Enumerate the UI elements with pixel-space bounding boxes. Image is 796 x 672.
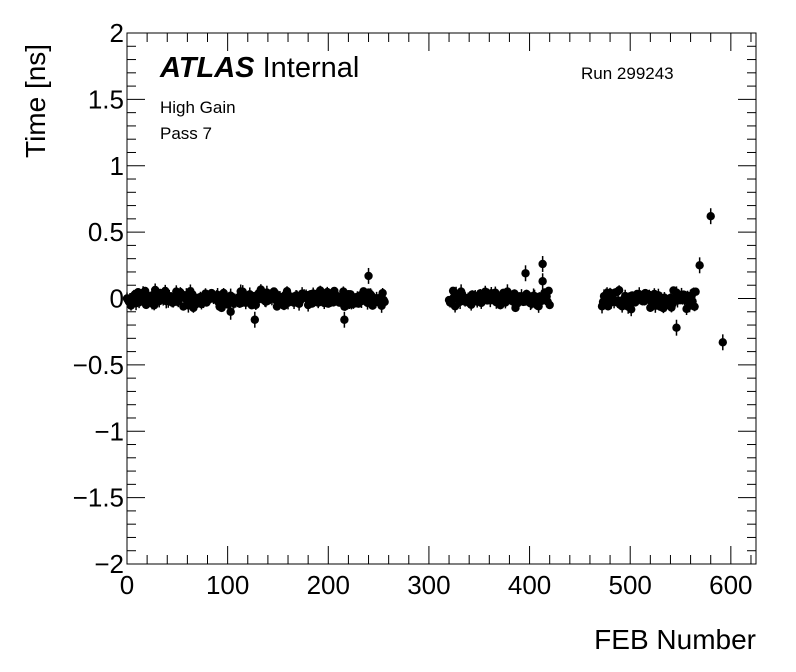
annotation-pass: Pass 7 — [160, 124, 212, 143]
data-point — [545, 300, 554, 310]
data-point — [380, 297, 389, 307]
atlas-label: ATLAS — [160, 52, 255, 84]
x-axis-label: FEB Number — [594, 624, 756, 655]
data-point — [364, 271, 373, 281]
y-tick-label: 2 — [110, 18, 124, 48]
x-tick-label: 300 — [407, 570, 450, 600]
data-point — [340, 315, 349, 324]
run-label: Run 299243 — [581, 64, 674, 83]
data-point — [672, 323, 681, 332]
y-tick-label: −1.5 — [73, 483, 124, 513]
y-axis-label: Time [ns] — [20, 43, 51, 158]
data-point — [538, 259, 547, 269]
x-tick-label: 200 — [307, 570, 350, 600]
data-point — [521, 269, 530, 278]
tick-labels: −2 −1.5 −1 −0.5 0 0.5 1 1.5 2 0 100 200 300 400 500 600 — [73, 18, 753, 600]
x-tick-label: 400 — [508, 570, 551, 600]
data-point — [695, 261, 704, 270]
y-tick-label: 1.5 — [88, 84, 124, 114]
data-point — [627, 305, 636, 314]
x-tick-label: 500 — [609, 570, 652, 600]
experiment-label: ATLAS Internal — [160, 52, 359, 85]
data-point — [378, 288, 387, 298]
y-tick-label: −2 — [94, 549, 124, 579]
y-tick-label: 1 — [110, 151, 124, 181]
y-tick-label: −0.5 — [73, 350, 124, 380]
data-point — [544, 286, 553, 295]
data-point — [614, 286, 624, 295]
y-tick-label: −1 — [94, 416, 124, 446]
x-tick-label: 600 — [709, 570, 752, 600]
y-tick-label: 0 — [110, 284, 124, 314]
data-point — [691, 287, 700, 296]
axis-ticks — [126, 32, 756, 565]
y-tick-label: 0.5 — [88, 217, 124, 247]
data-point — [538, 277, 547, 286]
data-point — [226, 307, 235, 316]
x-tick-label: 100 — [206, 570, 249, 600]
status-label: Internal — [262, 52, 360, 84]
x-tick-label: 0 — [120, 570, 134, 600]
data-point — [718, 338, 727, 347]
data-point — [706, 211, 715, 221]
annotation-gain: High Gain — [160, 98, 236, 117]
data-point — [690, 302, 699, 311]
data-point — [250, 315, 260, 324]
data-points — [122, 208, 727, 351]
